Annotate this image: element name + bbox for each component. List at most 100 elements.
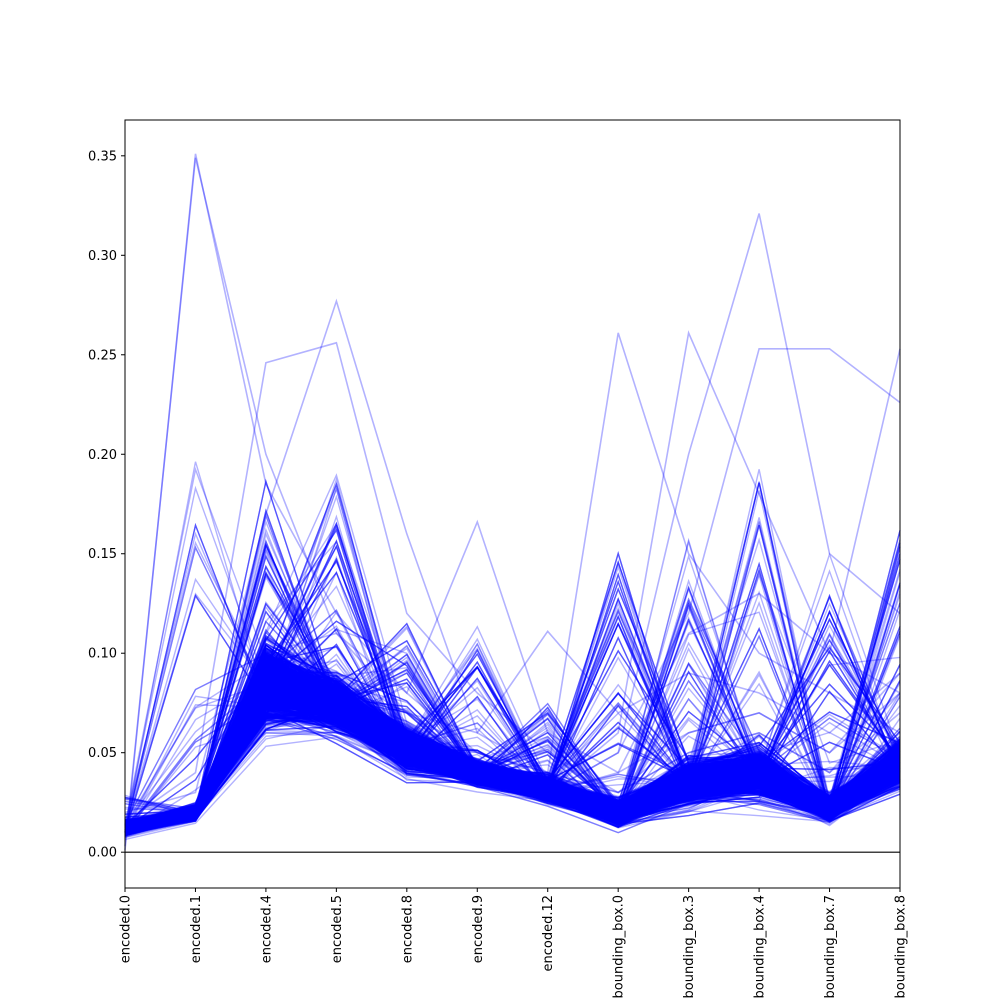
series-line (124, 705, 901, 832)
series-line (124, 670, 901, 830)
series-line (124, 695, 901, 825)
series-line (124, 604, 901, 825)
series-line (124, 654, 901, 825)
series-line (124, 628, 901, 832)
series-line (124, 701, 901, 830)
series-line (124, 677, 901, 830)
series-line (124, 711, 901, 834)
series-line (124, 542, 901, 831)
series-line (124, 478, 901, 818)
series-line (124, 674, 901, 825)
series-line (124, 712, 901, 831)
series-line (124, 682, 901, 827)
series-line (124, 709, 901, 828)
series-line (124, 665, 901, 833)
series-line (124, 660, 901, 827)
series-line (124, 546, 901, 832)
series-line (124, 700, 901, 832)
series-line (124, 680, 901, 824)
series-line (124, 695, 901, 830)
series-line (124, 625, 901, 826)
series-line (124, 675, 901, 824)
series-line (124, 530, 901, 823)
series-line (124, 683, 901, 831)
series-line (124, 692, 901, 827)
series-line (124, 646, 901, 824)
series-line (124, 682, 901, 829)
series-line (124, 705, 901, 832)
series-line (124, 655, 901, 814)
series-line (124, 710, 901, 836)
series-line (124, 687, 901, 830)
series-line (124, 687, 901, 832)
series-line (124, 691, 901, 833)
series-line (124, 688, 901, 829)
series-line (124, 680, 901, 826)
series-line (124, 697, 901, 829)
series-line (124, 677, 901, 826)
series-line (124, 669, 901, 825)
series-line (124, 571, 901, 830)
series-line (124, 552, 901, 826)
series-line (124, 697, 901, 828)
series-line (124, 676, 901, 829)
series-line (124, 553, 901, 829)
series-line (124, 662, 901, 827)
series-line (124, 649, 901, 827)
series-line (124, 676, 901, 829)
series-line (124, 646, 901, 824)
series-line (124, 696, 901, 828)
series-line (124, 655, 901, 828)
series-line (124, 693, 901, 828)
series-line (124, 660, 901, 830)
series-line (124, 666, 901, 828)
series-line (124, 622, 901, 831)
series-line (124, 684, 901, 829)
series-line (124, 676, 901, 830)
series-line (124, 699, 901, 832)
series-line (124, 676, 901, 827)
series-line (124, 694, 901, 833)
series-line (124, 602, 901, 830)
series-line (124, 664, 901, 826)
series-line (124, 674, 901, 829)
series-line (124, 706, 901, 831)
series-line (124, 559, 901, 828)
series-line (124, 669, 901, 825)
series-line (124, 671, 901, 827)
series-line (124, 682, 901, 829)
series-line (124, 660, 901, 827)
series-line-peak-encoded.1-b (124, 157, 901, 847)
series-line (124, 659, 901, 831)
series-line (124, 508, 901, 829)
series-line (124, 671, 901, 821)
series-line (124, 602, 901, 826)
series-line (124, 688, 901, 827)
series-line (124, 660, 901, 825)
series-line (124, 590, 901, 828)
series-line (124, 678, 901, 834)
series-line (124, 714, 901, 834)
series-line (124, 577, 901, 831)
series-line (124, 639, 901, 823)
series-line (124, 584, 901, 831)
series-line (124, 716, 901, 839)
series-line (124, 587, 901, 824)
series-line (124, 521, 901, 828)
series-line (124, 683, 901, 833)
series-line (124, 675, 901, 833)
series-line (124, 669, 901, 825)
series-line (124, 683, 901, 825)
series-line (124, 686, 901, 830)
series-line (124, 718, 901, 832)
series-line (124, 683, 901, 827)
series-line (124, 679, 901, 823)
series-line (124, 712, 901, 836)
series-line (124, 660, 901, 830)
series-line (124, 675, 901, 827)
series-line (124, 687, 901, 827)
series-line (124, 682, 901, 827)
series-line (124, 680, 901, 824)
series-line (124, 664, 901, 823)
series-line (124, 665, 901, 826)
